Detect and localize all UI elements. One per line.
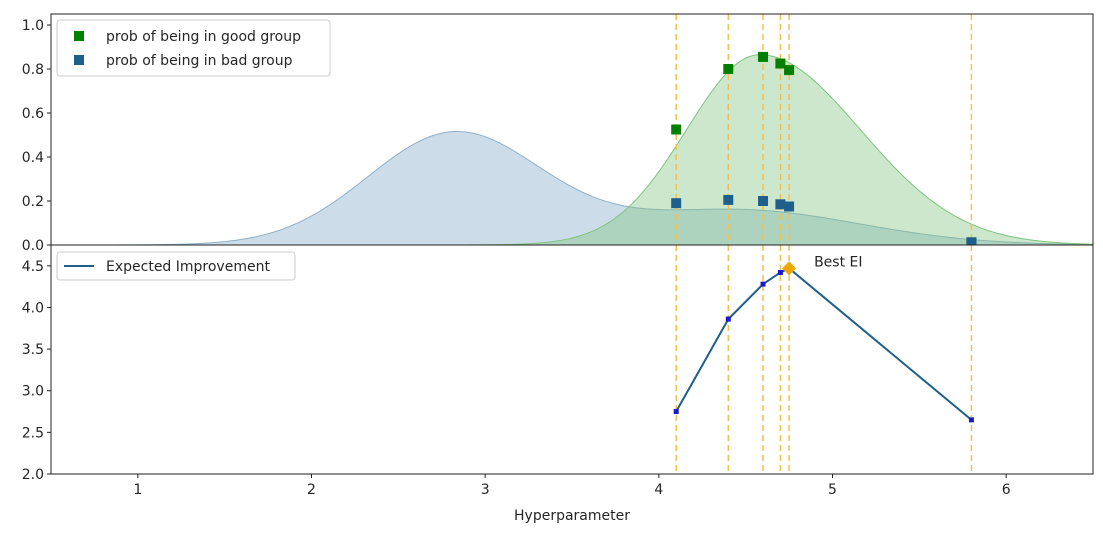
bad-point-4: [784, 201, 795, 212]
ei-point-3: [777, 269, 783, 275]
bottom-plot-area: [51, 245, 1093, 474]
top-panel: 0.0 0.2 0.4 0.6 0.8 1.0 prob of being in good…: [22, 13, 1094, 254]
legend-label-good: prob of being in good group: [106, 29, 301, 45]
bottom-panel: 2.0 2.5 3.0 3.5 4.0 4.5 1 2 3 4 5 6 Expected Impro…: [22, 244, 1094, 524]
legend-label-bad: prob of being in bad group: [106, 53, 293, 69]
good-point-2: [758, 51, 769, 62]
top-ytick-label-3: 0.6: [22, 106, 44, 122]
legend-marker-bad: [74, 55, 84, 65]
bad-point-3: [775, 199, 786, 210]
ei-point-1: [725, 316, 731, 322]
bottom-ytick-label-3: 3.5: [22, 342, 44, 358]
top-points: [671, 51, 977, 248]
bottom-legend: Expected Improvement: [56, 251, 296, 281]
xtick-label-3: 4: [654, 482, 663, 498]
bad-point-5: [966, 237, 977, 248]
bottom-ytick-label-5: 4.5: [22, 259, 44, 275]
top-y-ticks: 0.0 0.2 0.4 0.6 0.8 1.0: [22, 18, 51, 254]
bad-point-2: [758, 196, 769, 206]
bad-point-1: [723, 194, 734, 205]
legend-label-ei: Expected Improvement: [106, 259, 270, 275]
ei-point-5: [968, 417, 974, 423]
top-ytick-label-2: 0.4: [22, 150, 44, 166]
bottom-y-ticks: 2.0 2.5 3.0 3.5 4.0 4.5: [22, 259, 51, 483]
xtick-label-1: 2: [307, 482, 316, 498]
bad-density-edge: [51, 130, 1094, 246]
good-point-1: [723, 64, 734, 74]
legend-marker-good: [74, 31, 84, 41]
top-legend-box: [56, 19, 331, 77]
xtick-label-2: 3: [481, 482, 490, 498]
good-point-4: [784, 65, 795, 76]
ei-point-0: [673, 409, 679, 415]
bottom-vlines: [675, 245, 973, 474]
top-ytick-label-0: 0.0: [22, 238, 44, 254]
bad-density-area: [51, 131, 1093, 245]
bottom-legend-box: [56, 251, 296, 281]
bottom-ytick-label-1: 2.5: [22, 425, 44, 441]
bottom-x-ticks: 1 2 3 4 5 6: [133, 474, 1011, 498]
bottom-line-layer: [673, 261, 974, 423]
good-point-3: [775, 58, 786, 69]
xtick-label-4: 5: [828, 482, 837, 498]
top-ytick-label-4: 0.8: [22, 62, 44, 78]
xtick-label-0: 1: [133, 482, 142, 498]
best-ei-marker: [782, 261, 797, 276]
good-point-0: [671, 124, 682, 135]
top-legend: prob of being in good group prob of bein…: [56, 19, 331, 77]
ei-point-2: [760, 281, 766, 287]
bottom-axes-frame: [50, 244, 1094, 475]
good-density-area: [51, 54, 1093, 246]
top-ytick-label-5: 1.0: [22, 18, 44, 34]
ei-line: [675, 267, 973, 421]
x-axis-label: Hyperparameter: [514, 508, 630, 524]
bad-point-0: [671, 198, 682, 209]
bottom-ytick-label-4: 4.0: [22, 300, 44, 316]
top-ytick-label-1: 0.2: [22, 194, 44, 210]
bottom-ytick-label-0: 2.0: [22, 467, 44, 483]
xtick-label-5: 6: [1002, 482, 1011, 498]
best-ei-annotation: Best EI: [814, 254, 862, 270]
bottom-ytick-label-2: 3.0: [22, 384, 44, 400]
